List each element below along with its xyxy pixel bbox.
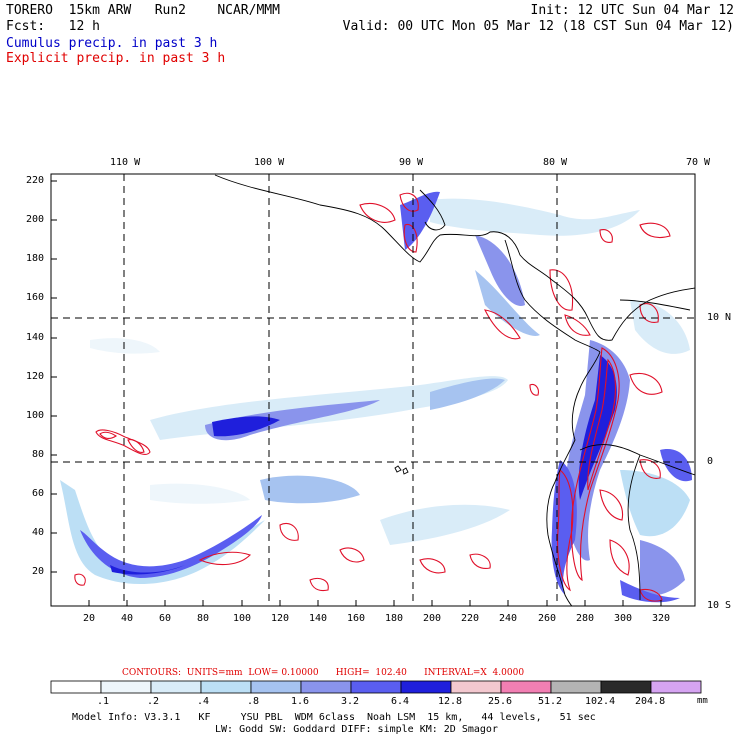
coastline xyxy=(214,174,695,606)
x-tick-label: 200 xyxy=(423,613,442,624)
contour-colombia-coast xyxy=(570,347,620,582)
colorbar-label: .1 xyxy=(97,696,110,707)
y-tick-label: 140 xyxy=(26,332,45,343)
y-tick-label: 20 xyxy=(32,566,45,577)
x-tick-label: 160 xyxy=(347,613,366,624)
precip-field xyxy=(60,191,692,603)
header-model-title: TORERO 15km ARW Run2 NCAR/MMM xyxy=(6,3,280,18)
lat-label-10n: 10 N xyxy=(707,312,732,323)
colorbar-label: .2 xyxy=(147,696,160,707)
lat-label-0: 0 xyxy=(707,456,714,467)
colorbar-label: 6.4 xyxy=(391,696,410,707)
colorbar-swatch xyxy=(450,680,502,694)
colorbar-swatch xyxy=(400,680,452,694)
legend-cumulus-label: Cumulus precip. in past 3 h xyxy=(6,36,218,51)
explicit-precip-contours xyxy=(74,192,671,602)
y-tick-label: 40 xyxy=(32,527,45,538)
x-tick-marks xyxy=(88,600,662,606)
header-forecast-hour: Fcst: 12 h xyxy=(6,19,100,34)
colorbar-label: 1.6 xyxy=(291,696,310,707)
colorbar-swatch xyxy=(100,680,152,694)
colorbar-label: .4 xyxy=(197,696,210,707)
colorbar-label: 12.8 xyxy=(438,696,463,707)
colorbar-label: 3.2 xyxy=(341,696,360,707)
y-tick-label: 200 xyxy=(26,214,45,225)
colorbar-swatch xyxy=(200,680,252,694)
colorbar xyxy=(50,680,702,694)
x-tick-label: 80 xyxy=(197,613,210,624)
y-tick-marks xyxy=(51,180,57,573)
y-tick-label: 180 xyxy=(26,253,45,264)
plot-frame xyxy=(50,173,696,607)
y-tick-label: 80 xyxy=(32,449,45,460)
colorbar-label: 25.6 xyxy=(488,696,513,707)
colorbar-units: mm xyxy=(697,696,708,706)
header-init-time: Init: 12 UTC Sun 04 Mar 12 xyxy=(530,3,735,18)
colorbar-swatch xyxy=(650,680,702,694)
colorbar-label: 204.8 xyxy=(635,696,666,707)
footer-physics-info: LW: Godd SW: Goddard DIFF: simple KM: 2D… xyxy=(215,724,498,735)
lat-label-10s: 10 S xyxy=(707,600,732,611)
contour-info: CONTOURS: UNITS=mm LOW= 0.10000 HIGH= 10… xyxy=(122,668,525,678)
y-tick-label: 160 xyxy=(26,292,45,303)
x-tick-label: 60 xyxy=(159,613,172,624)
x-tick-label: 220 xyxy=(461,613,480,624)
header-valid-time: Valid: 00 UTC Mon 05 Mar 12 (18 CST Sun … xyxy=(342,19,734,34)
x-tick-label: 140 xyxy=(309,613,328,624)
colorbar-swatch xyxy=(50,680,102,694)
lon-label-110w: 110 W xyxy=(110,157,141,168)
colorbar-swatch xyxy=(600,680,652,694)
y-tick-label: 120 xyxy=(26,371,45,382)
x-tick-label: 120 xyxy=(271,613,290,624)
footer-model-info: Model Info: V3.3.1 KF YSU PBL WDM 6class… xyxy=(72,712,596,723)
y-tick-label: 100 xyxy=(26,410,45,421)
colorbar-swatch xyxy=(300,680,352,694)
lon-label-100w: 100 W xyxy=(254,157,285,168)
colorbar-swatch xyxy=(350,680,402,694)
contour-pacific-west xyxy=(95,429,151,455)
x-tick-label: 240 xyxy=(499,613,518,624)
x-tick-label: 260 xyxy=(538,613,557,624)
y-tick-label: 220 xyxy=(26,175,45,186)
colorbar-swatch xyxy=(250,680,302,694)
x-tick-label: 40 xyxy=(121,613,134,624)
x-tick-label: 180 xyxy=(385,613,404,624)
colorbar-label: 102.4 xyxy=(585,696,616,707)
legend-explicit-label: Explicit precip. in past 3 h xyxy=(6,51,226,66)
latlon-grid xyxy=(51,174,695,606)
x-tick-label: 100 xyxy=(233,613,252,624)
colorbar-swatch xyxy=(150,680,202,694)
x-tick-label: 320 xyxy=(652,613,671,624)
precip-south-arc xyxy=(60,480,265,585)
colorbar-label: .8 xyxy=(247,696,260,707)
lon-label-80w: 80 W xyxy=(543,157,568,168)
x-tick-label: 20 xyxy=(83,613,96,624)
colorbar-label: 51.2 xyxy=(538,696,563,707)
colorbar-swatch xyxy=(550,680,602,694)
lon-label-90w: 90 W xyxy=(399,157,424,168)
y-tick-label: 60 xyxy=(32,488,45,499)
x-tick-label: 280 xyxy=(576,613,595,624)
lon-label-70w: 70 W xyxy=(686,157,711,168)
colorbar-swatch xyxy=(500,680,552,694)
x-tick-label: 300 xyxy=(614,613,633,624)
